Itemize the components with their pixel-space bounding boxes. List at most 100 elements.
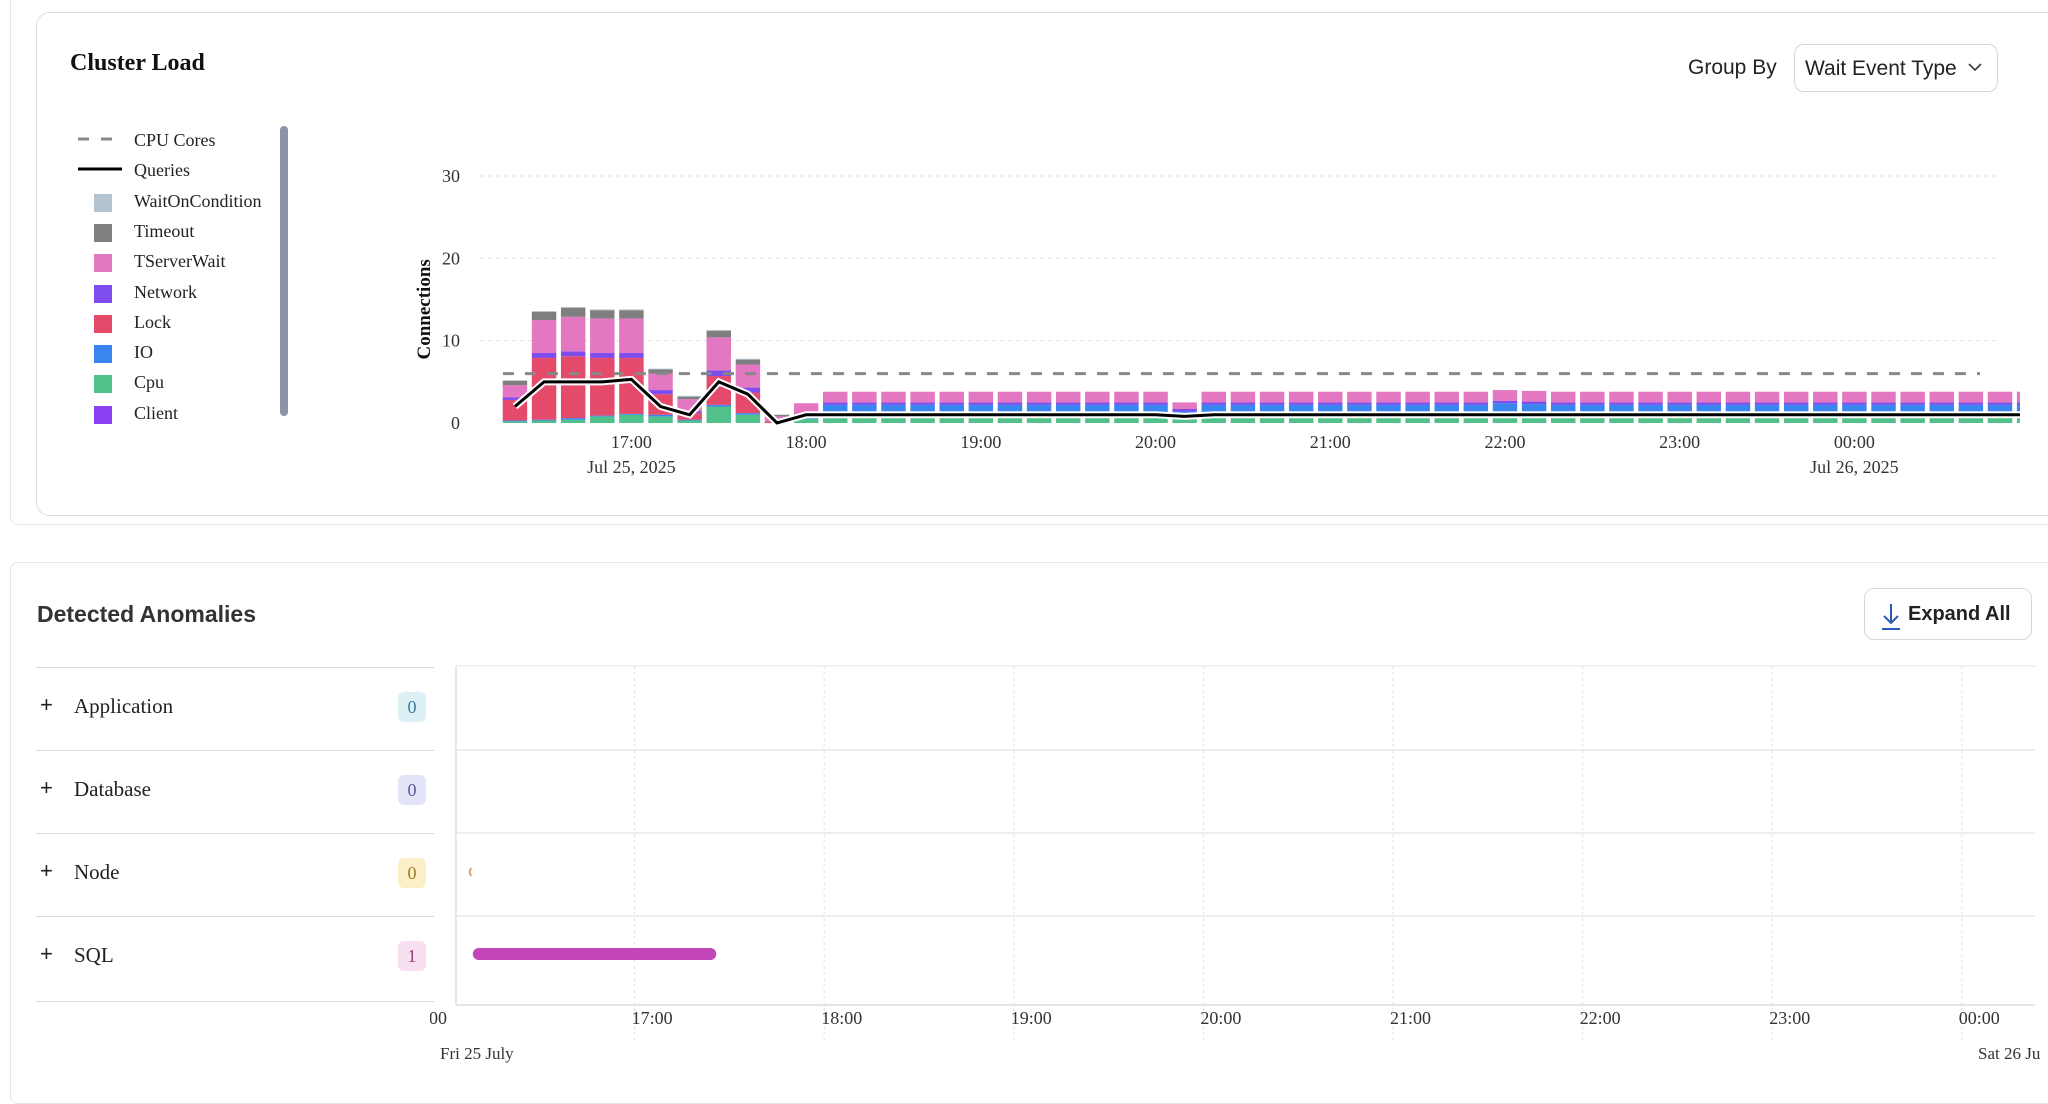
bar-segment-cpu bbox=[1230, 416, 1256, 423]
bar-segment-lock bbox=[560, 356, 586, 419]
bar-segment-io bbox=[1638, 404, 1663, 417]
bar-segment-cpu bbox=[1609, 416, 1634, 423]
bar-segment-io bbox=[1550, 404, 1576, 417]
bar-segment-network bbox=[997, 402, 1023, 405]
expand-all-label: Expand All bbox=[1908, 603, 2011, 625]
bar-segment-io bbox=[1783, 404, 1809, 417]
bar-segment-tserverwait bbox=[735, 364, 761, 388]
bar-segment-tserverwait bbox=[1871, 391, 1896, 403]
x-tick-label: 22:00 bbox=[1484, 432, 1525, 452]
bar-segment-network bbox=[1667, 402, 1692, 405]
timeline-tick-label: 18:00 bbox=[821, 1008, 862, 1028]
bar-segment-io bbox=[1230, 404, 1256, 417]
bar-segment-timeout bbox=[677, 396, 702, 400]
bar-segment-network bbox=[1201, 402, 1227, 405]
cluster-load-panel bbox=[10, 0, 2048, 525]
bar-segment-io bbox=[1609, 404, 1634, 417]
legend-swatch bbox=[94, 254, 112, 273]
cluster-load-title: Cluster Load bbox=[70, 50, 205, 76]
anomaly-category-label: Database bbox=[74, 777, 151, 801]
bar-segment-tserverwait bbox=[648, 373, 673, 391]
bar-segment-network bbox=[1609, 402, 1634, 405]
bar-segment-waitoncondition bbox=[735, 358, 761, 360]
bar-segment-cpu bbox=[1696, 416, 1722, 423]
expand-plus-icon[interactable]: + bbox=[40, 775, 53, 800]
bar-segment-network bbox=[1026, 402, 1052, 405]
timeline-tick-label: :00 bbox=[430, 1008, 447, 1028]
x-date-label: Jul 26, 2025 bbox=[1810, 457, 1899, 477]
bar-segment-tserverwait bbox=[1463, 391, 1489, 403]
bar-segment-network bbox=[1347, 402, 1372, 405]
bar-segment-network bbox=[1085, 402, 1110, 405]
bar-segment-io bbox=[1201, 404, 1227, 417]
bar-segment-network bbox=[1754, 402, 1780, 405]
bar-segment-tserverwait bbox=[852, 391, 877, 403]
bar-segment-waitoncondition bbox=[677, 395, 702, 397]
anomaly-timeline: :00 17:00 18:00 19:00 20:00 21:00 22:00 23:00 00… bbox=[430, 665, 2040, 1063]
bar-segment-cpu bbox=[997, 416, 1023, 423]
bar-segment-network bbox=[1434, 402, 1459, 405]
cluster-load-chart: 0 10 20 30 Connections 17:00 Jul 25, 2025 18:00… bbox=[414, 166, 2020, 477]
bar-segment-io bbox=[1667, 404, 1692, 417]
legend-scrollbar[interactable] bbox=[280, 126, 288, 416]
bar-segment-timeout bbox=[735, 359, 761, 365]
bar-segment-waitoncondition bbox=[560, 306, 586, 308]
bar-segment-io bbox=[590, 415, 615, 417]
bar-segment-cpu bbox=[677, 420, 702, 423]
bar-segment-cpu bbox=[1929, 416, 1954, 423]
anomaly-row-sql[interactable]: + SQL 1 bbox=[36, 916, 434, 999]
bar-segment-network bbox=[1492, 400, 1518, 404]
bar-segment-io bbox=[677, 419, 702, 421]
bar-segment-io bbox=[1958, 404, 1984, 417]
expand-plus-icon[interactable]: + bbox=[40, 858, 53, 883]
anomaly-count-badge: 0 bbox=[398, 858, 426, 888]
bar-segment-io bbox=[1055, 404, 1081, 417]
expand-plus-icon[interactable]: + bbox=[40, 941, 53, 966]
bar-segment-io bbox=[1842, 404, 1867, 417]
bar-segment-network bbox=[968, 402, 994, 405]
bar-segment-tserverwait bbox=[1143, 391, 1168, 403]
bar-segment-network bbox=[1550, 402, 1576, 405]
bar-segment-cpu bbox=[1085, 416, 1110, 423]
bar-segment-tserverwait bbox=[706, 337, 732, 371]
bar-segment-tserverwait bbox=[1580, 391, 1605, 403]
anomaly-count-badge: 1 bbox=[398, 941, 426, 971]
anomaly-row-application[interactable]: + Application 0 bbox=[36, 667, 434, 750]
x-tick-label: 23:00 bbox=[1659, 432, 1700, 452]
bar-segment-cpu bbox=[1842, 416, 1867, 423]
group-by-select[interactable]: Wait Event Type bbox=[1794, 44, 1998, 92]
bar-segment-io bbox=[1929, 404, 1954, 417]
x-tick-label: 21:00 bbox=[1310, 432, 1351, 452]
bar-segment-cpu bbox=[1958, 416, 1984, 423]
bar-segment-tserverwait bbox=[910, 391, 935, 403]
bar-segment-cpu bbox=[910, 416, 935, 423]
bar-segment-tserverwait bbox=[881, 391, 906, 403]
legend-label: Timeout bbox=[134, 220, 195, 241]
bar-segment-cpu bbox=[619, 414, 644, 423]
expand-plus-icon[interactable]: + bbox=[40, 692, 53, 717]
bar-segment-lock bbox=[590, 357, 615, 416]
bar-segment-network bbox=[560, 351, 586, 357]
bar-segment-tserverwait bbox=[1434, 391, 1459, 403]
x-tick-label: 17:00 bbox=[611, 432, 652, 452]
bar-segment-io bbox=[619, 413, 644, 415]
expand-all-button[interactable]: Expand All bbox=[1864, 588, 2032, 640]
x-date-label: Jul 25, 2025 bbox=[587, 457, 676, 477]
node-anomaly-marker[interactable] bbox=[468, 867, 473, 877]
timeline-tick-label: 22:00 bbox=[1580, 1008, 1621, 1028]
cluster-load-card bbox=[36, 12, 2048, 516]
anomaly-row-node[interactable]: + Node 0 bbox=[36, 833, 434, 916]
timeline-start-date: Fri 25 July bbox=[440, 1044, 514, 1063]
bar-segment-io bbox=[823, 404, 848, 417]
x-tick-label: 19:00 bbox=[960, 432, 1001, 452]
anomalies-title: Detected Anomalies bbox=[37, 601, 256, 627]
bar-segment-network bbox=[1580, 402, 1605, 405]
bar-segment-tserverwait bbox=[823, 391, 848, 403]
bar-segment-network bbox=[2016, 402, 2020, 405]
legend-label: Lock bbox=[134, 311, 171, 332]
anomaly-row-database[interactable]: + Database 0 bbox=[36, 750, 434, 833]
bar-segment-cpu bbox=[2016, 416, 2020, 423]
sql-anomaly-bar[interactable] bbox=[472, 948, 717, 960]
bar-segment-network bbox=[939, 402, 964, 405]
legend-label: Queries bbox=[134, 160, 190, 181]
